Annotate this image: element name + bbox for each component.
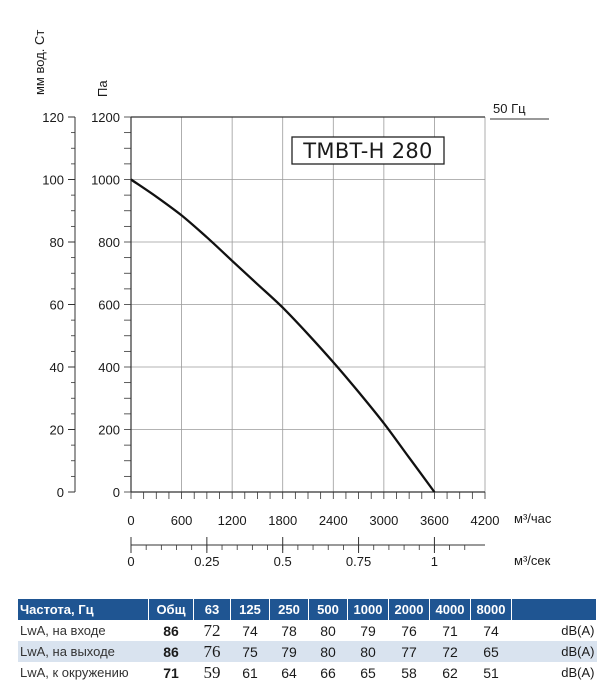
row-label: LwA, на выходе xyxy=(18,641,149,662)
cell-250: 79 xyxy=(269,641,309,662)
model-label: TMBT-H 280 xyxy=(302,139,432,163)
table-header-500: 500 xyxy=(308,599,348,620)
cell-250: 78 xyxy=(281,622,297,639)
table-header-2000: 2000 xyxy=(388,599,430,620)
cell-500: 66 xyxy=(320,664,336,681)
table-header-frequency: Частота, Гц xyxy=(18,599,149,620)
cell-8000: 65 xyxy=(470,641,512,662)
y2-tick-label: 40 xyxy=(50,360,64,375)
table-header-125: 125 xyxy=(230,599,270,620)
row-unit: dB(A) xyxy=(561,623,595,638)
x-axis-unit: м³/час xyxy=(514,511,552,526)
model-label-box xyxy=(291,136,445,165)
x-tick-label: 600 xyxy=(171,513,193,528)
x-tick-label: 4200 xyxy=(471,513,500,528)
table-row: LwA, на входе 86 72 74 78 80 79 76 71 74… xyxy=(18,620,597,641)
x2-tick-label: 0 xyxy=(127,554,134,569)
x-tick-label: 1200 xyxy=(218,513,247,528)
cell-125: 75 xyxy=(230,641,270,662)
row-label: LwA, на входе xyxy=(20,623,106,638)
y-tick-label: 400 xyxy=(98,360,120,375)
cell-125: 74 xyxy=(242,622,258,639)
cell-125: 61 xyxy=(242,664,258,681)
y2-tick-label: 120 xyxy=(42,110,64,125)
y-tick-label: 600 xyxy=(98,298,120,313)
row-unit: dB(A) xyxy=(561,665,595,680)
cell-4000: 72 xyxy=(429,641,471,662)
x2-tick-label: 0.5 xyxy=(274,554,292,569)
cell-63: 59 xyxy=(203,662,221,682)
cell-1000: 79 xyxy=(360,622,376,639)
cell-4000: 62 xyxy=(442,664,458,681)
cell-63: 76 xyxy=(193,641,231,662)
y-tick-label: 1200 xyxy=(91,110,120,125)
x2-axis: 0 0.25 0.5 0.75 1 xyxy=(127,537,485,569)
y-axis-mm-unit: мм вод. Ст xyxy=(32,30,47,95)
y2-tick-label: 0 xyxy=(57,485,64,500)
y2-tick-label: 60 xyxy=(50,298,64,313)
y-axis-mm: 0 20 40 60 80 100 120 xyxy=(42,110,76,500)
table-header-4000: 4000 xyxy=(429,599,471,620)
y2-tick-label: 20 xyxy=(50,423,64,438)
fan-curve-line xyxy=(130,178,436,493)
x2-tick-label: 0.75 xyxy=(346,554,371,569)
plot-grid xyxy=(131,116,486,492)
cell-2000: 58 xyxy=(401,664,417,681)
table-header-total: Общ xyxy=(148,599,194,620)
x-tick-label: 1800 xyxy=(268,513,297,528)
table-header-8000: 8000 xyxy=(470,599,512,620)
x2-tick-label: 1 xyxy=(431,554,438,569)
fan-performance-chart: 0 600 1200 1800 2400 3000 3600 4200 0 0.25 0.5 0.7… xyxy=(32,30,552,569)
row-total: 86 xyxy=(163,622,179,639)
x2-axis-unit: м³/сек xyxy=(514,553,551,568)
cell-250: 64 xyxy=(281,664,297,681)
cell-1000: 80 xyxy=(347,641,389,662)
x-axis: 0 600 1200 1800 2400 3000 3600 4200 xyxy=(127,491,500,528)
y-tick-label: 1000 xyxy=(91,173,120,188)
cell-500: 80 xyxy=(308,641,348,662)
noise-levels-table: Частота, Гц Общ 63 125 250 500 1000 2000… xyxy=(18,599,597,683)
frequency-label: 50 Гц xyxy=(493,101,526,116)
table-row: LwA, на выходе 86 76 75 79 80 80 77 72 6… xyxy=(18,641,597,662)
cell-2000: 77 xyxy=(388,641,430,662)
row-label: LwA, к окружению xyxy=(20,665,129,680)
row-total: 71 xyxy=(163,664,179,681)
cell-1000: 65 xyxy=(360,664,376,681)
x-tick-label: 0 xyxy=(127,513,134,528)
y-axis-pa-unit: Па xyxy=(95,80,110,97)
x2-tick-label: 0.25 xyxy=(194,554,219,569)
table-row: LwA, к окружению 71 59 61 64 66 65 58 62… xyxy=(18,662,597,683)
table-header-row: Частота, Гц Общ 63 125 250 500 1000 2000… xyxy=(18,599,597,620)
cell-63: 72 xyxy=(203,620,221,640)
row-total: 86 xyxy=(148,641,194,662)
y-tick-label: 800 xyxy=(98,235,120,250)
cell-4000: 71 xyxy=(442,622,458,639)
table-header-unit xyxy=(511,599,597,620)
table-header-63: 63 xyxy=(193,599,231,620)
table-header-1000: 1000 xyxy=(347,599,389,620)
cell-8000: 74 xyxy=(483,622,499,639)
x-tick-label: 3000 xyxy=(369,513,398,528)
x-tick-label: 2400 xyxy=(319,513,348,528)
y-tick-label: 0 xyxy=(113,485,120,500)
y-tick-label: 200 xyxy=(98,423,120,438)
row-unit: dB(A) xyxy=(511,641,597,662)
y-axis-pa: 0 200 400 600 800 1000 1200 xyxy=(91,110,131,500)
x-tick-label: 3600 xyxy=(420,513,449,528)
cell-8000: 51 xyxy=(483,664,499,681)
y2-tick-label: 100 xyxy=(42,173,64,188)
cell-500: 80 xyxy=(320,622,336,639)
cell-2000: 76 xyxy=(401,622,417,639)
table-header-250: 250 xyxy=(269,599,309,620)
y2-tick-label: 80 xyxy=(50,235,64,250)
